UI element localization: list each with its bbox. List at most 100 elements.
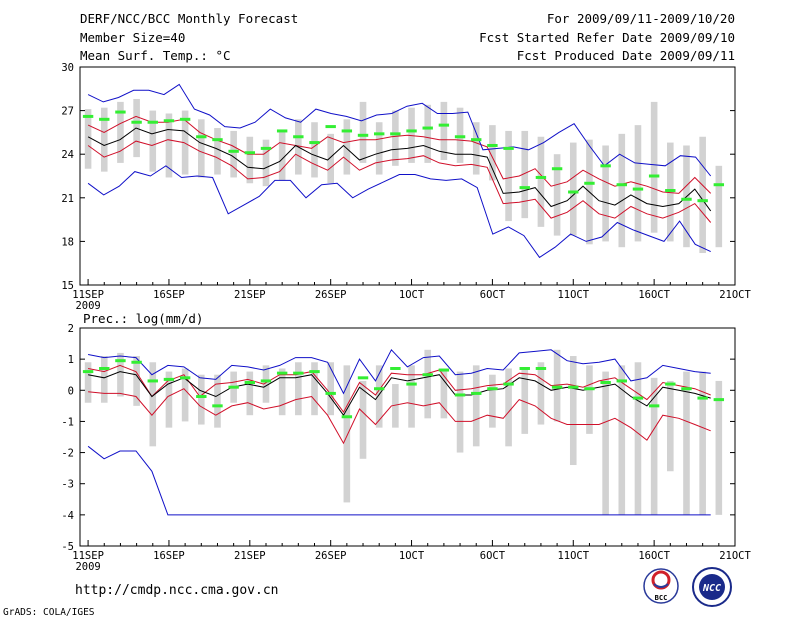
precip-median-group <box>82 359 725 419</box>
precip-box-25 <box>489 374 496 428</box>
precip-box-6 <box>181 368 189 422</box>
precip-box-11 <box>262 365 270 403</box>
precip-x-axis: 11SEP 16SEP 21SEP 26SEP 1OCT 6OCT 11OCT 16OCT 21… <box>72 540 751 573</box>
precip-box-13 <box>295 362 302 416</box>
bcc-logo: BCC <box>643 568 679 604</box>
produced-date-label: Fcst Produced Date 2009/09/11 <box>517 48 735 63</box>
temp-mean-line <box>87 127 712 212</box>
precip-ytick-label-1: -4 <box>61 510 74 522</box>
precip-box-24 <box>472 365 480 447</box>
precip-plot-frame <box>79 327 736 547</box>
temp-box-4 <box>149 110 157 172</box>
temp-box-18 <box>375 122 383 175</box>
temp-ytick-label-2: 21 <box>61 193 74 205</box>
temp-box-32 <box>602 145 609 242</box>
temp-box-19 <box>392 110 399 166</box>
precip-xtick-label-8: 21OCT <box>719 550 751 562</box>
precip-box-10 <box>246 371 254 416</box>
precip-xtick-label-6: 11OCT <box>557 550 589 562</box>
ncc-logo-text: NCC <box>702 583 721 594</box>
precip-ytick-label-2: -3 <box>61 479 74 491</box>
temp-ytick-label-0: 15 <box>61 280 74 292</box>
precip-box-20 <box>408 365 415 428</box>
temperature-x-axis: 11SEP 16SEP 21SEP 26SEP 1OCT 6OCT 11OCT 16OCT 21… <box>72 279 751 312</box>
temp-box-0 <box>84 109 92 169</box>
temp-box-30 <box>569 142 577 236</box>
precip-box-0 <box>84 362 92 403</box>
precip-xtick-label-0: 11SEP <box>72 550 104 562</box>
precip-ytick-label-6: 1 <box>68 354 74 366</box>
temp-box-11 <box>262 139 270 187</box>
precip-box-31 <box>586 365 593 434</box>
temp-xtick-label-7: 16OCT <box>638 289 670 301</box>
source-url[interactable]: http://cmdp.ncc.cma.gov.cn <box>75 583 279 598</box>
precip-box-32 <box>602 371 609 515</box>
precip-box-12 <box>278 368 286 416</box>
temp-year-label: 2009 <box>75 300 100 312</box>
precip-box-4 <box>149 362 157 447</box>
temp-box-16 <box>343 119 351 175</box>
precip-maximum-line <box>88 348 711 395</box>
precip-box-16 <box>343 365 351 503</box>
period-label: For 2009/09/11-2009/10/20 <box>547 11 735 26</box>
precip-box-7 <box>197 374 205 425</box>
temp-ytick-label-5: 30 <box>61 62 74 74</box>
temperature-line-group <box>87 83 712 259</box>
precip-xtick-label-4: 1OCT <box>399 550 425 562</box>
precip-ytick-label-5: 0 <box>68 385 74 397</box>
precip-box-28 <box>537 362 545 425</box>
precip-box-22 <box>440 368 448 419</box>
figure-title: DERF/NCC/BCC Monthly Forecast <box>80 11 298 26</box>
temp-box-1 <box>100 107 108 172</box>
precip-xtick-label-2: 21SEP <box>234 550 266 562</box>
temp-box-2 <box>117 101 124 163</box>
precip-ytick-label-3: -2 <box>61 448 74 460</box>
temp-box-21 <box>424 104 432 163</box>
temp-box-6 <box>181 110 189 175</box>
precip-box-3 <box>133 356 140 406</box>
precip-panel-title: Prec.: log(mm/d) <box>83 311 203 326</box>
temp-maximum-line <box>87 83 712 177</box>
temperature-median-group <box>82 110 725 203</box>
temp-box-28 <box>537 136 545 227</box>
precip-box-group <box>84 349 723 515</box>
temperature-panel: 15 18 21 24 27 30 11SEP 16SEP 21SEP 26SEP 1OCT 6OC… <box>61 62 751 312</box>
precip-xtick-label-7: 16OCT <box>638 550 670 562</box>
precip-box-15 <box>327 362 334 416</box>
temp-ytick-label-3: 24 <box>61 149 74 161</box>
temp-upper_spread-line <box>87 115 712 194</box>
temp-box-17 <box>359 101 367 163</box>
precip-xtick-label-5: 6OCT <box>480 550 506 562</box>
temp-box-14 <box>311 122 318 178</box>
precip-lower_spread-line <box>88 388 711 445</box>
precip-box-33 <box>618 365 626 515</box>
precip-box-35 <box>650 377 658 515</box>
temp-ytick-label-1: 18 <box>61 236 74 248</box>
precip-box-19 <box>392 384 399 428</box>
temp-xtick-label-0: 11SEP <box>72 289 104 301</box>
temp-minimum-line <box>87 165 711 259</box>
temp-xtick-label-5: 6OCT <box>480 289 506 301</box>
precip-box-18 <box>375 365 383 428</box>
precip-box-8 <box>214 374 221 428</box>
temp-xtick-label-1: 16SEP <box>153 289 185 301</box>
precip-year-label: 2009 <box>75 561 100 573</box>
temp-box-35 <box>650 101 658 233</box>
temp-box-22 <box>440 101 448 161</box>
temp-box-15 <box>327 133 334 184</box>
precip-box-5 <box>165 371 173 428</box>
precip-box-26 <box>505 368 512 447</box>
started-date-label: Fcst Started Refer Date 2009/09/10 <box>479 30 735 45</box>
precip-ytick-label-7: 2 <box>68 323 74 335</box>
precip-box-23 <box>456 371 464 453</box>
precip-box-14 <box>311 362 318 416</box>
precip-box-37 <box>683 371 690 515</box>
temp-xtick-label-8: 21OCT <box>719 289 751 301</box>
bcc-logo-text: BCC <box>655 594 668 602</box>
precip-ytick-label-4: -1 <box>61 416 74 428</box>
precipitation-panel: -5 -4 -3 -2 -1 0 1 2 11SEP 16SEP 21SEP 26SEP 1OCT 6O… <box>61 323 751 573</box>
precip-box-21 <box>424 349 432 419</box>
temp-box-39 <box>715 165 723 248</box>
precip-mean-line <box>88 371 711 417</box>
